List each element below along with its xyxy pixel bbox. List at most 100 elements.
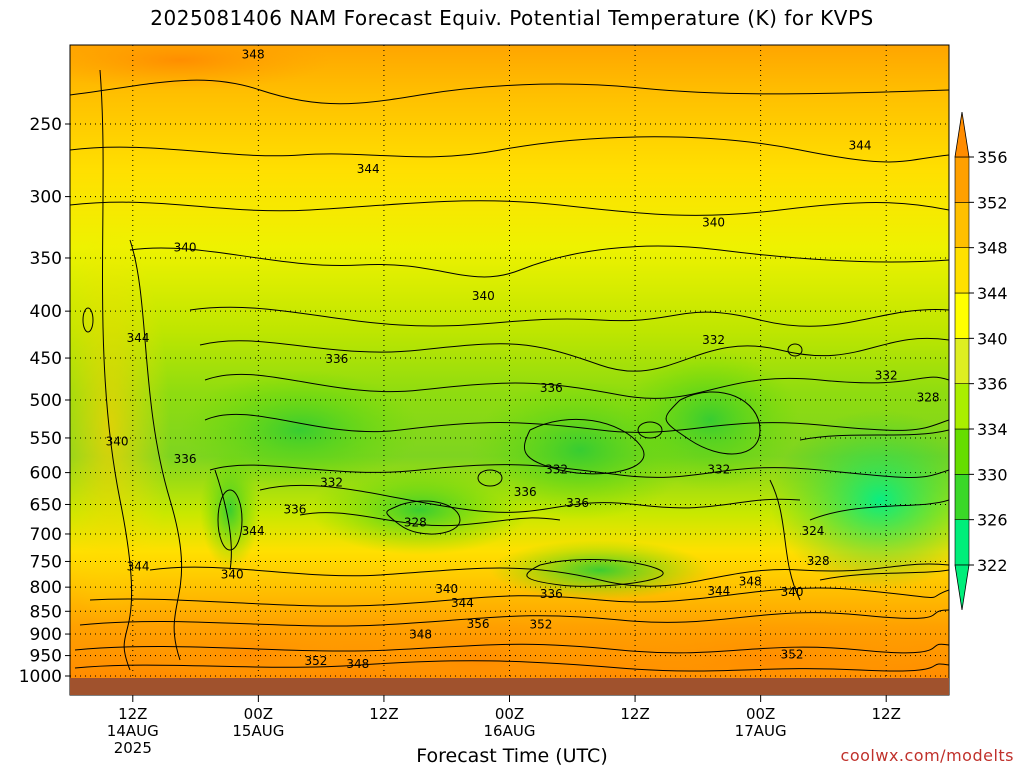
contour-label: 336 [566, 496, 589, 510]
contour-label: 332 [702, 333, 725, 347]
contour-label: 340 [106, 435, 129, 449]
contour-label: 340 [472, 289, 495, 303]
y-tick-label: 450 [30, 349, 62, 369]
field-region-green [490, 540, 710, 600]
colorbar-swatch [954, 156, 970, 203]
contour-label: 340 [702, 215, 725, 229]
contour-label: 336 [514, 485, 537, 499]
contour-label: 328 [917, 391, 940, 405]
chart-title: 2025081406 NAM Forecast Equiv. Potential… [150, 6, 874, 30]
y-tick-label: 250 [30, 115, 62, 135]
contour-label: 344 [357, 162, 380, 176]
contour-label: 336 [325, 352, 348, 366]
contour-label: 348 [739, 575, 762, 589]
contour-label: 344 [242, 524, 265, 538]
contour-label: 344 [707, 584, 730, 598]
y-tick-label: 850 [30, 602, 62, 622]
colorbar-upper-arrow [954, 111, 970, 158]
contour-label: 344 [849, 139, 872, 153]
contour-label: 340 [221, 568, 244, 582]
field-region-orange [610, 615, 930, 678]
y-tick-label: 1000 [19, 667, 62, 687]
ground-band-lower [70, 678, 949, 695]
contour-label: 332 [545, 462, 568, 476]
x-tick-label: 12Z [872, 705, 901, 723]
credit-link[interactable]: coolwx.com/modelts [840, 746, 1014, 765]
contour-labels: 348 344 344 340 340 340 344 336 332 332 336 328 340 3… [106, 48, 940, 671]
colorbar-label: 340 [977, 329, 1008, 348]
y-tick-label: 350 [30, 249, 62, 269]
colorbar-label: 330 [977, 465, 1008, 484]
y-tick-label: 800 [30, 578, 62, 598]
x-tick-label: 15AUG [232, 722, 284, 740]
field-region-yellow-west [70, 230, 170, 630]
y-tick-label: 600 [30, 464, 62, 484]
y-axis: 250 300 350 400 450 500 550 600 650 700 750 800 850 9… [19, 115, 70, 687]
x-tick-label: 16AUG [484, 722, 536, 740]
contour-label: 348 [346, 657, 369, 671]
gridlines [70, 45, 949, 678]
colorbar-label: 344 [977, 284, 1008, 303]
colorbar-swatch [954, 247, 970, 294]
x-tick-label: 12Z [620, 705, 649, 723]
colorbar-lower-arrow [954, 564, 970, 611]
colorbar-swatch [954, 519, 970, 566]
contour-label: 340 [781, 585, 804, 599]
contour-label: 344 [127, 560, 150, 574]
y-tick-label: 300 [30, 188, 62, 208]
contour-label: 328 [807, 554, 830, 568]
contour-label: 332 [875, 368, 898, 382]
contour-label: 328 [404, 515, 427, 529]
contour-label: 332 [320, 475, 343, 489]
y-tick-label: 400 [30, 302, 62, 322]
colorbar-swatch [954, 202, 970, 248]
colorbar-label: 322 [977, 556, 1008, 575]
field-region-green [310, 465, 530, 555]
x-axis-label: Forecast Time (UTC) [416, 745, 608, 767]
colorbar-swatch [954, 428, 970, 475]
x-tick-label: 12Z [118, 705, 147, 723]
colorbar-label: 356 [977, 148, 1008, 167]
x-tick-label: 00Z [244, 705, 273, 723]
colorbar-swatch [954, 292, 970, 339]
y-tick-label: 700 [30, 525, 62, 545]
contour-label: 336 [174, 452, 197, 466]
contour-label: 332 [707, 462, 730, 476]
x-tick-label: 2025 [114, 739, 152, 757]
colorbar-label: 336 [977, 375, 1008, 394]
contour-label: 352 [304, 654, 327, 668]
contour-label: 336 [540, 587, 563, 601]
x-tick-label: 00Z [495, 705, 524, 723]
contour-label: 340 [174, 241, 197, 255]
contour-lines [70, 69, 949, 672]
colorbar-swatch [954, 383, 970, 430]
field-region-teal [770, 410, 949, 590]
colorbar-label: 334 [977, 420, 1008, 439]
x-tick-label: 17AUG [735, 722, 787, 740]
y-tick-label: 500 [30, 391, 62, 411]
y-tick-label: 950 [30, 647, 62, 667]
contour-label: 344 [451, 596, 474, 610]
field-region-green [200, 450, 260, 570]
y-tick-label: 650 [30, 495, 62, 515]
field-region-green [620, 350, 800, 490]
colorbar-swatch [954, 338, 970, 384]
contour-label: 336 [284, 502, 307, 516]
contour-label: 324 [802, 524, 825, 538]
contour-label: 352 [529, 618, 552, 632]
x-tick-label: 14AUG [107, 722, 159, 740]
contour-label: 348 [242, 48, 265, 62]
colorbar-label: 326 [977, 511, 1008, 530]
colorbar-swatch [954, 474, 970, 520]
y-tick-label: 550 [30, 429, 62, 449]
contour-label: 344 [127, 331, 150, 345]
y-tick-label: 750 [30, 552, 62, 572]
contour-label: 348 [409, 627, 432, 641]
contour-label: 336 [540, 381, 563, 395]
contour-label: 352 [781, 647, 804, 661]
contour-label: 356 [467, 617, 490, 631]
colorbar: 322 326 330 334 336 340 344 348 352 356 [954, 111, 1008, 611]
y-tick-label: 900 [30, 625, 62, 645]
